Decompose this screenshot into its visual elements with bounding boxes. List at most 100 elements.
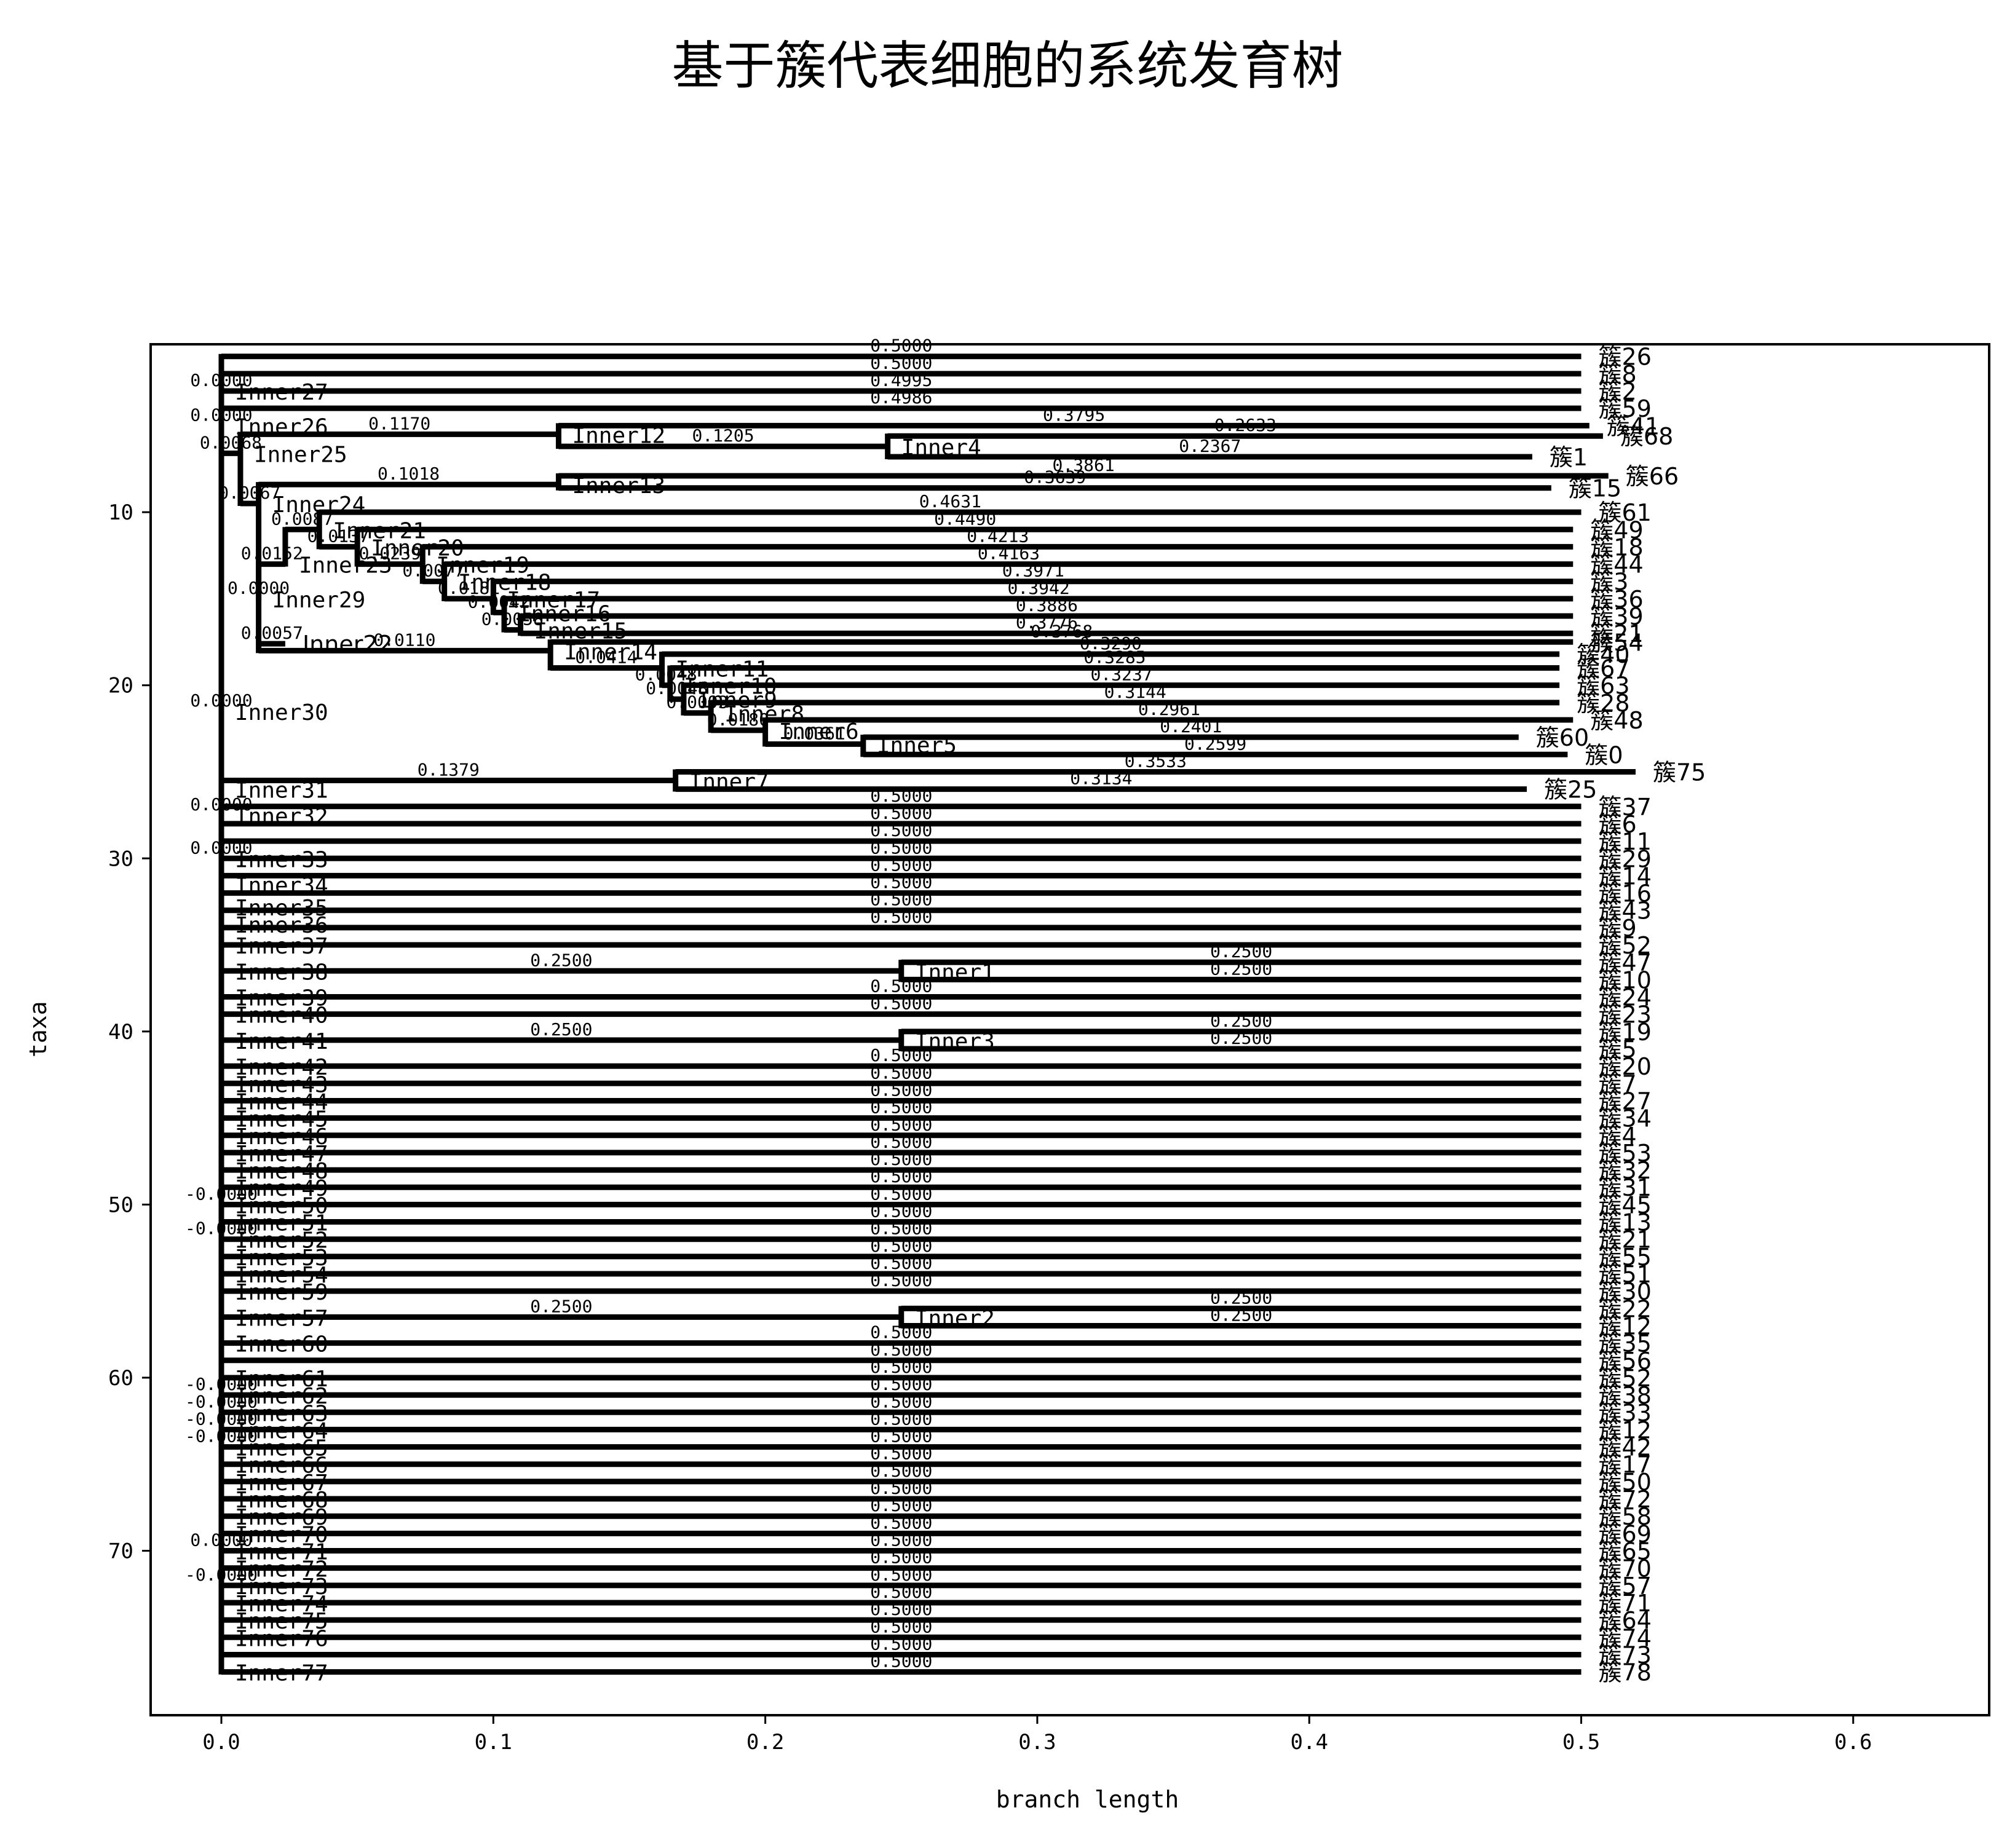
branch-length-label: 0.3290: [1080, 633, 1142, 654]
branch-length-label: 0.5000: [870, 1616, 932, 1637]
branch-length-label: 0.5000: [870, 1599, 932, 1619]
inner-node-label: Inner42: [235, 1055, 328, 1080]
leaf-label: 簇22: [1599, 1295, 1652, 1322]
branch-length-label: 0.4213: [967, 526, 1029, 546]
branch-length-label: 0.0414: [575, 647, 637, 668]
branch-length-label: 0.5000: [870, 890, 932, 910]
leaf-label: 簇71: [1599, 1590, 1652, 1617]
branch-length-label: 0.2500: [530, 950, 592, 970]
inner-node-label: Inner49: [235, 1176, 328, 1201]
branch-length-label: 0.3144: [1104, 682, 1166, 702]
inner-node-label: Inner66: [235, 1453, 328, 1479]
y-tick-label: 10: [108, 500, 133, 525]
branch-length-label: 0.5000: [870, 1565, 932, 1585]
inner-node-label: Inner33: [235, 847, 328, 872]
branch-length-label: 0.5000: [870, 855, 932, 875]
branch-length-label: -0.0000: [185, 1426, 258, 1447]
inner-node-label: Inner64: [235, 1418, 328, 1443]
branch-length-label: 0.3134: [1070, 768, 1132, 789]
branch-length-label: 0.5000: [870, 1340, 932, 1360]
branch-length-label: 0.5000: [870, 1651, 932, 1672]
leaf-label: 簇9: [1599, 915, 1637, 942]
leaf-label: 簇54: [1590, 629, 1643, 656]
branch-length-label: 0.5000: [870, 1547, 932, 1568]
inner-node-label: Inner52: [235, 1228, 328, 1254]
inner-node-label: Inner45: [235, 1107, 328, 1132]
inner-node-label: Inner30: [235, 700, 328, 725]
leaf-label: 簇51: [1599, 1261, 1652, 1288]
branch-length-label: 0.0000: [190, 405, 252, 425]
branch-length-label: 0.5000: [870, 1633, 932, 1654]
inner-node-label: Inner4: [901, 435, 981, 460]
branch-length-label: 0.0087: [271, 508, 333, 529]
branch-length-label: 0.1205: [692, 425, 754, 446]
branch-length-label: 0.0000: [190, 837, 252, 858]
branch-length-label: 0.2401: [1160, 716, 1222, 736]
branch-length-label: 0.3237: [1090, 665, 1152, 685]
inner-node-label: Inner37: [235, 934, 328, 959]
leaf-label: Inner22: [303, 631, 393, 658]
branch-length-label: 0.2500: [1210, 1287, 1272, 1308]
leaf-label: 簇10: [1599, 966, 1652, 993]
inner-node-label: Inner34: [235, 873, 328, 898]
branch-length-label: 0.0000: [190, 370, 252, 390]
leaf-label: 簇74: [1599, 1624, 1652, 1651]
branch-length-label: 0.0042: [468, 591, 530, 612]
branch-length-label: 0.0000: [228, 578, 290, 598]
branch-length-label: 0.5000: [870, 1270, 932, 1290]
leaf-label: 簇49: [1590, 516, 1643, 543]
leaf-label: 簇40: [1577, 641, 1629, 668]
inner-node-label: Inner76: [235, 1626, 328, 1651]
branch-length-label: 0.5000: [870, 786, 932, 806]
leaf-label: 簇67: [1577, 655, 1629, 682]
leaf-label: 簇56: [1599, 1348, 1652, 1375]
branch-length-label: 0.5000: [870, 993, 932, 1014]
branch-length-label: 0.0000: [190, 794, 252, 815]
x-axis-ticks: 0.0 0.1 0.2 0.3 0.4 0.5 0.6: [202, 1715, 1872, 1755]
inner-node-label: Inner32: [235, 804, 328, 829]
leaf-label: 簇21: [1590, 620, 1643, 647]
branch-length-label: 0.5000: [870, 1443, 932, 1464]
y-tick-label: 50: [108, 1193, 133, 1217]
inner-node-label: Inner73: [235, 1574, 328, 1600]
inner-node-label: Inner75: [235, 1609, 328, 1634]
branch-length-label: 0.5000: [870, 907, 932, 927]
inner-node-label: Inner70: [235, 1522, 328, 1547]
branch-length-label: 0.2500: [1210, 958, 1272, 979]
inner-node-label: Inner7: [689, 770, 769, 795]
branch-length-label: -0.0000: [185, 1391, 258, 1412]
branch-length-label: 0.2633: [1214, 415, 1277, 435]
branch-length-label: 0.3639: [1024, 467, 1086, 488]
leaf-label: 簇20: [1599, 1053, 1652, 1080]
leaf-label: 簇65: [1599, 1538, 1652, 1565]
leaf-label: 簇55: [1599, 1244, 1652, 1271]
inner-node-label: Inner48: [235, 1159, 328, 1184]
branch-length-label: 0.5000: [870, 1253, 932, 1273]
leaf-label: 簇50: [1599, 1469, 1652, 1496]
branch-length-label: 0.0152: [241, 543, 303, 564]
leaf-label: 簇52: [1599, 932, 1652, 959]
branch-length-label: 0.0181: [438, 578, 500, 598]
leaf-label: 簇44: [1590, 551, 1643, 578]
leaf-label: 簇23: [1599, 1001, 1652, 1029]
leaf-label: 簇14: [1599, 863, 1652, 890]
branch-length-label: 0.2500: [530, 1019, 592, 1040]
leaf-label: 簇58: [1599, 1503, 1652, 1530]
inner-node-label: Inner17: [507, 588, 600, 613]
inner-node-label: Inner41: [235, 1029, 328, 1054]
branch-length-label: 0.5000: [870, 1218, 932, 1239]
inner-node-label: Inner9: [697, 688, 777, 713]
leaf-label: 簇61: [1599, 499, 1652, 526]
leaf-label: 簇19: [1599, 1019, 1652, 1046]
leaf-label: 簇7: [1599, 1070, 1637, 1097]
inner-node-label: Inner20: [371, 535, 464, 561]
branch-length-label: 0.0239: [359, 543, 421, 564]
inner-node-label: Inner61: [235, 1367, 328, 1392]
leaf-label: 簇48: [1590, 707, 1643, 734]
inner-node-label: Inner60: [235, 1332, 328, 1357]
branch-length-label: 0.0000: [190, 1530, 252, 1550]
leaf-label: 簇52: [1599, 1365, 1652, 1392]
branch-length-label: 0.3795: [1043, 405, 1105, 425]
leaf-label: 簇64: [1599, 1607, 1652, 1634]
branch-length-label: 0.5000: [870, 1062, 932, 1083]
